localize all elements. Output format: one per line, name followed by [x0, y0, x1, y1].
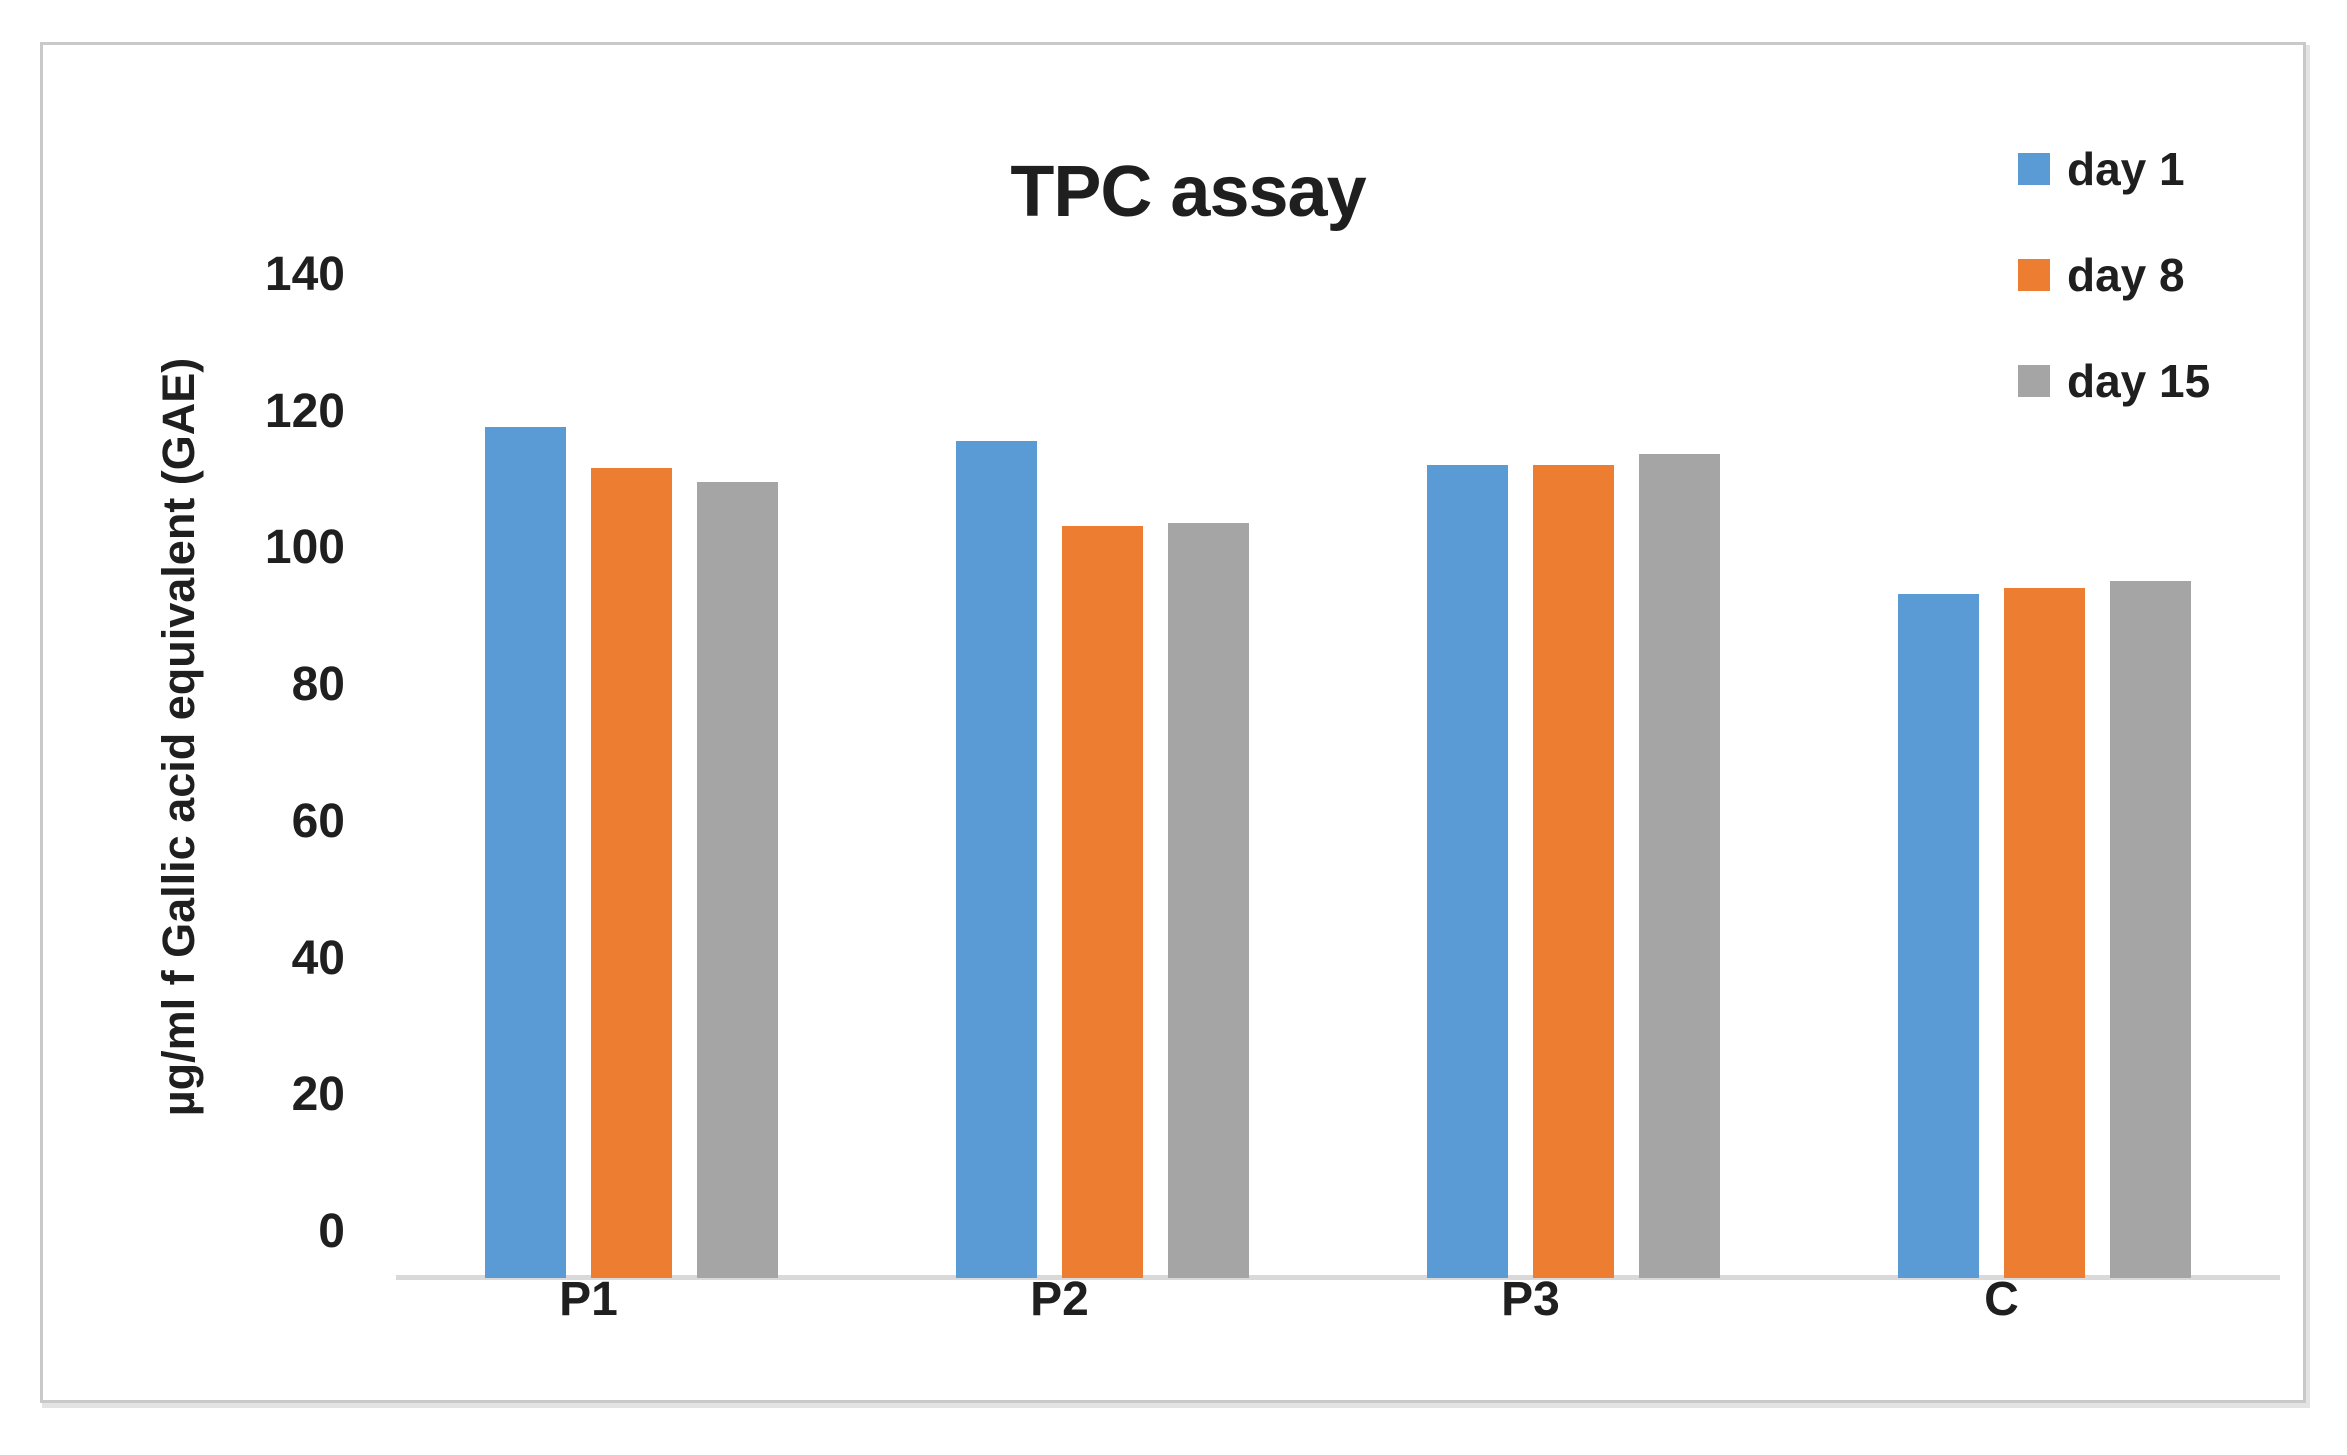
x-axis-label-p3: P3: [1501, 1273, 1560, 1326]
y-tick-label-80: 80: [291, 658, 345, 712]
y-tick-label-120: 120: [264, 384, 345, 438]
y-tick-label-140: 140: [264, 248, 345, 301]
chart-title: TPC assay: [1010, 152, 1366, 232]
legend-item-day-1: day 1: [2018, 146, 2210, 192]
legend-item-day-15: day 15: [2018, 358, 2210, 404]
bar-p1-day-8: [591, 467, 672, 1278]
plot-area: [396, 320, 2280, 1280]
bars-container: [396, 320, 2280, 1278]
x-axis-label-p1: P1: [559, 1273, 618, 1326]
y-tick-label-100: 100: [264, 521, 345, 575]
y-tick-label-40: 40: [291, 931, 345, 985]
bar-p3-day-15: [1639, 454, 1720, 1278]
legend-item-day-8: day 8: [2018, 252, 2210, 298]
y-tick-label-0: 0: [318, 1205, 345, 1258]
x-axis-label-p2: P2: [1030, 1273, 1089, 1326]
bar-c-day-1: [1898, 594, 1979, 1278]
legend-label-day-1: day 1: [2067, 143, 2185, 195]
legend: day 1 day 8 day 15: [2018, 146, 2210, 464]
bar-p3-day-1: [1427, 464, 1508, 1278]
x-axis-label-c: C: [1984, 1273, 2019, 1326]
y-tick-label-20: 20: [291, 1068, 345, 1122]
bar-p2-day-15: [1168, 522, 1249, 1278]
legend-label-day-8: day 8: [2067, 249, 2185, 301]
bar-p3-day-8: [1533, 464, 1614, 1278]
chart-canvas: TPC assay µg/ml f Gallic acid equivalent…: [40, 42, 2306, 1403]
legend-label-day-15: day 15: [2067, 355, 2211, 407]
y-axis-title: µg/ml f Gallic acid equivalent (GAE): [153, 357, 204, 1117]
legend-swatch-day-8: [2018, 259, 2050, 291]
x-axis-line: [396, 1275, 2280, 1280]
y-tick-label-60: 60: [291, 794, 345, 848]
bar-p2-day-8: [1062, 526, 1143, 1278]
bar-p2-day-1: [956, 440, 1037, 1278]
legend-swatch-day-15: [2018, 365, 2050, 397]
bar-c-day-8: [2004, 587, 2085, 1278]
bar-p1-day-1: [485, 426, 566, 1278]
bar-p1-day-15: [697, 481, 778, 1278]
bar-c-day-15: [2110, 580, 2191, 1278]
legend-swatch-day-1: [2018, 153, 2050, 185]
